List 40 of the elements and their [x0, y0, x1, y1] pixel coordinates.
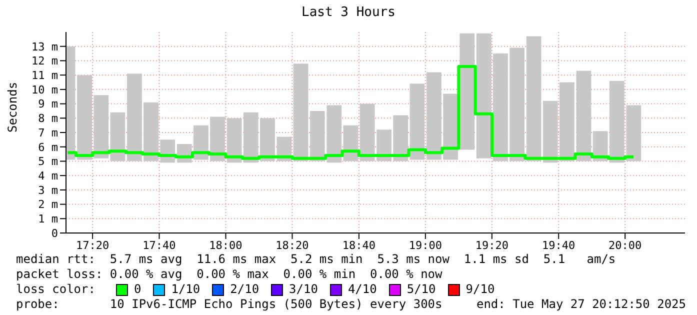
bar: [460, 33, 475, 150]
legend-label: 2/10: [230, 282, 260, 297]
y-tick-label: 7 m: [38, 126, 58, 140]
legend-label: 5/10: [406, 282, 436, 297]
x-tick-label: 19:20: [475, 238, 508, 252]
x-tick-label: 19:00: [408, 238, 442, 252]
y-tick-label: 1 m: [38, 212, 58, 226]
bar: [576, 70, 592, 162]
chart-title: Last 3 Hours: [300, 5, 396, 20]
text: end: Tue May 27 20:12:50 2025: [476, 297, 686, 312]
bar: [360, 104, 375, 162]
legend-label: 9/10: [466, 282, 495, 297]
x-tick-label: 19:40: [542, 238, 576, 252]
text: packet loss: 0.00 % avg 0.00 % max 0.00 % min 0.00 % now: [16, 267, 444, 282]
x-tick-label: 17:20: [76, 238, 110, 252]
y-axis-title: Seconds: [5, 82, 20, 132]
legend-label: 1/10: [171, 282, 200, 297]
y-tick-label: 5 m: [38, 155, 58, 168]
x-tick-label: 18:00: [209, 238, 242, 252]
y-tick-label: 10 m: [32, 83, 58, 96]
y-tick-label: 3 m: [38, 184, 58, 197]
y-tick-label: 11 m: [32, 68, 58, 82]
y-tick-label: 9 m: [38, 98, 58, 111]
x-tick-label: 18:40: [342, 238, 376, 252]
legend-label: 4/10: [348, 282, 377, 297]
y-tick-label: 12 m: [32, 54, 58, 68]
y-tick-label: 8 m: [38, 112, 58, 126]
y-tick-label: 0: [51, 226, 58, 240]
x-tick-label: 20:00: [608, 238, 642, 252]
y-tick-label: 13 m: [32, 40, 58, 54]
legend-label: 3/10: [289, 282, 318, 297]
text: median rtt: 5.7 ms avg 11.6 ms max 5.2 ms min 5.3 ms now 1.1 ms sd 5.1 am/s: [16, 252, 617, 267]
legend-title: loss color:: [16, 282, 96, 297]
x-tick-label: 17:40: [142, 238, 176, 252]
legend-label: 0: [134, 282, 142, 297]
y-tick-label: 4 m: [38, 169, 58, 182]
x-tick-label: 18:20: [276, 238, 309, 252]
text: probe: 10 IPv6-ICMP Echo Pings (500 Bytes) every 300s: [16, 297, 442, 312]
y-tick-label: 6 m: [38, 140, 58, 154]
y-tick-label: 2 m: [38, 198, 58, 212]
